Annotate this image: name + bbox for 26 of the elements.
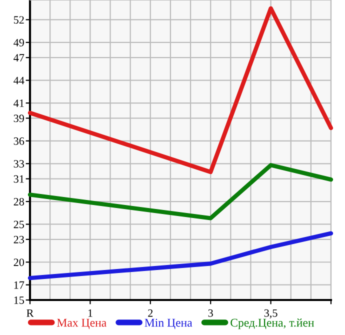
y-tick-label: 15 [14, 296, 24, 304]
legend-label: Max Цена [57, 318, 106, 330]
y-tick-label: 52 [14, 16, 24, 24]
y-tick-label: 23 [14, 236, 24, 244]
legend-label: Min Цена [144, 318, 192, 330]
y-tick-label: 28 [14, 198, 24, 206]
y-tick-label: 36 [14, 137, 24, 145]
y-tick-label: 20 [14, 258, 24, 266]
y-tick-label: 47 [14, 54, 24, 62]
x-tick-label: 3 [208, 309, 213, 317]
y-tick-label: 25 [14, 220, 24, 228]
x-tick-label: 2 [148, 309, 153, 317]
y-tick-label: 41 [14, 100, 24, 107]
line-series [28, 6, 334, 174]
y-tick-label: 44 [14, 76, 24, 84]
line-series [28, 163, 334, 220]
y-tick-label: 31 [14, 175, 24, 183]
x-tick-label: R [26, 309, 34, 317]
line-series [28, 231, 334, 280]
legend-label: Сред.Цена, т.йен [230, 318, 314, 330]
x-tick-label: 1 [88, 309, 92, 317]
y-tick-label: 17 [14, 281, 24, 289]
x-tick-label: 3,5 [264, 309, 278, 318]
y-tick-label: 39 [14, 114, 24, 122]
y-tick-label: 49 [14, 38, 24, 46]
y-tick-label: 33 [14, 160, 24, 168]
